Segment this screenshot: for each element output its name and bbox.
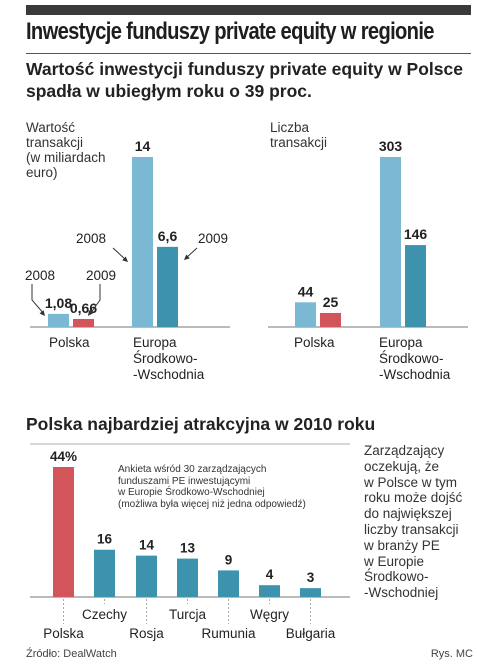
- category-label: Czechy: [82, 607, 127, 622]
- data-label: 9: [225, 552, 233, 567]
- category-label: -Wschodnia: [133, 367, 205, 382]
- data-label: 14: [139, 538, 155, 553]
- category-label: Polska: [43, 626, 84, 641]
- legend-arrowhead-2008: [39, 310, 45, 316]
- chart3-title: Polska najbardziej atrakcyjna w 2010 rok…: [26, 414, 376, 434]
- bar-rumunia: [218, 570, 239, 597]
- data-label: 4: [266, 567, 274, 582]
- category-label: Turcja: [169, 607, 206, 622]
- source-note: Źródło: DealWatch: [26, 648, 117, 660]
- subtitle: Wartość inwestycji funduszy private equi…: [26, 59, 463, 101]
- side-note: Zarządzający oczekują, że w Polsce w tym…: [364, 443, 463, 601]
- legend-label-2009: 2009: [198, 231, 228, 246]
- legend-arrow-2009: [89, 284, 101, 315]
- category-label: Europa: [133, 335, 177, 350]
- legend-label-2009: 2009: [86, 268, 116, 283]
- bar-europa-2008: [132, 157, 153, 327]
- top-rule: [26, 5, 471, 15]
- bar-europa-series1: [380, 157, 401, 327]
- category-label: -Wschodnia: [379, 367, 451, 382]
- bar-rosja: [136, 555, 157, 597]
- bar-polska-2009: [73, 318, 94, 327]
- bar-polska-2008: [48, 313, 69, 327]
- data-label: 44: [298, 283, 314, 299]
- data-label: 1,08: [45, 295, 72, 311]
- bar-polska-series1: [295, 302, 316, 327]
- category-label: Polska: [49, 335, 90, 350]
- category-label: Rumunia: [201, 626, 256, 641]
- bar-polska-series2: [320, 312, 341, 327]
- bar-europa-series2: [405, 245, 426, 327]
- category-label: Rosja: [129, 626, 164, 641]
- data-label: 3: [307, 570, 315, 585]
- chart2-ylabel: Liczba transakcji: [270, 120, 328, 150]
- headline: Inwestycje funduszy private equity w reg…: [26, 18, 434, 45]
- data-label: 16: [97, 532, 113, 547]
- category-label: Polska: [294, 335, 335, 350]
- headline-rule: [26, 53, 471, 54]
- data-label: 25: [323, 294, 339, 310]
- survey-note: Ankieta wśród 30 zarządzających fundusza…: [118, 464, 306, 510]
- category-label: Węgry: [250, 607, 289, 622]
- data-label: 303: [379, 138, 403, 154]
- category-label: Bułgaria: [286, 626, 336, 641]
- data-label: 6,6: [158, 228, 178, 244]
- legend-label-2008: 2008: [25, 268, 55, 283]
- category-label: Środkowo-: [379, 351, 444, 366]
- legend-arrowhead-2009: [184, 254, 190, 260]
- data-label: 13: [180, 541, 196, 556]
- legend-arrow-2008: [31, 284, 45, 315]
- data-label: 44%: [50, 449, 77, 464]
- chart1-ylabel: Wartość transakcji (w miliardach euro): [26, 120, 106, 180]
- category-label: Europa: [379, 335, 423, 350]
- bar-czechy: [94, 549, 115, 597]
- credit-note: Rys. MC: [430, 648, 473, 660]
- data-label: 14: [135, 138, 151, 154]
- legend-arrowhead-2009: [88, 310, 94, 316]
- bar-turcja: [177, 558, 198, 597]
- bar-europa-2009: [157, 246, 178, 327]
- legend-label-2008: 2008: [76, 231, 106, 246]
- legend-arrowhead-2008: [122, 256, 128, 262]
- bar-polska: [53, 467, 74, 597]
- bar-bułgaria: [300, 588, 321, 597]
- bar-węgry: [259, 585, 280, 597]
- legend-arrow-2008: [112, 247, 127, 261]
- category-label: Środkowo-: [133, 351, 198, 366]
- data-label: 146: [404, 226, 428, 242]
